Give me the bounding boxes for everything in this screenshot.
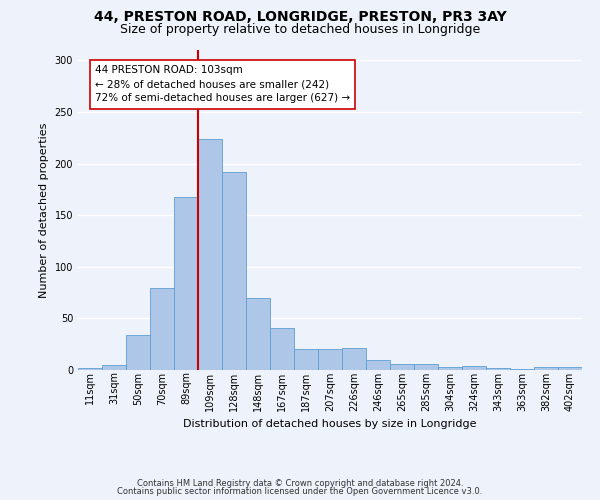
Bar bbox=[270, 328, 294, 370]
Text: 44 PRESTON ROAD: 103sqm
← 28% of detached houses are smaller (242)
72% of semi-d: 44 PRESTON ROAD: 103sqm ← 28% of detache… bbox=[95, 66, 350, 104]
Text: Contains HM Land Registry data © Crown copyright and database right 2024.: Contains HM Land Registry data © Crown c… bbox=[137, 478, 463, 488]
Bar bbox=[366, 360, 390, 370]
Bar bbox=[126, 335, 150, 370]
X-axis label: Distribution of detached houses by size in Longridge: Distribution of detached houses by size … bbox=[183, 419, 477, 429]
Text: Contains public sector information licensed under the Open Government Licence v3: Contains public sector information licen… bbox=[118, 487, 482, 496]
Bar bbox=[222, 172, 246, 370]
Y-axis label: Number of detached properties: Number of detached properties bbox=[39, 122, 49, 298]
Bar bbox=[534, 367, 558, 370]
Text: Size of property relative to detached houses in Longridge: Size of property relative to detached ho… bbox=[120, 22, 480, 36]
Bar bbox=[462, 366, 486, 370]
Bar bbox=[510, 369, 534, 370]
Bar bbox=[174, 196, 198, 370]
Bar bbox=[414, 364, 438, 370]
Bar bbox=[78, 368, 102, 370]
Text: 44, PRESTON ROAD, LONGRIDGE, PRESTON, PR3 3AY: 44, PRESTON ROAD, LONGRIDGE, PRESTON, PR… bbox=[94, 10, 506, 24]
Bar bbox=[486, 368, 510, 370]
Bar bbox=[198, 139, 222, 370]
Bar bbox=[246, 298, 270, 370]
Bar bbox=[390, 364, 414, 370]
Bar bbox=[102, 365, 126, 370]
Bar bbox=[294, 350, 318, 370]
Bar bbox=[438, 367, 462, 370]
Bar bbox=[558, 367, 582, 370]
Bar bbox=[342, 348, 366, 370]
Bar bbox=[318, 350, 342, 370]
Bar bbox=[150, 288, 174, 370]
